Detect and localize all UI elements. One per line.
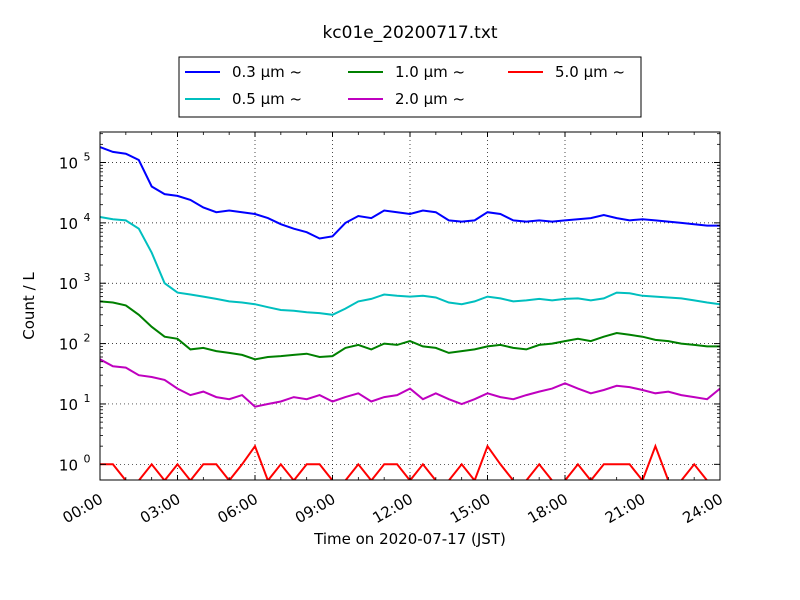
x-tick-label: 15:00 — [447, 490, 493, 527]
y-tick-label: 10 — [59, 215, 78, 233]
series-line — [100, 358, 720, 408]
y-tick-exponent: 4 — [84, 211, 91, 224]
y-axis-label: Count / L — [20, 272, 38, 340]
legend-label: 1.0 μm ~ — [395, 63, 465, 81]
x-tick-label: 09:00 — [292, 490, 338, 527]
legend-box — [178, 56, 642, 118]
x-axis-label: Time on 2020-07-17 (JST) — [313, 530, 506, 548]
y-tick-exponent: 2 — [84, 332, 91, 345]
x-tick-label: 24:00 — [680, 490, 726, 527]
y-tick-exponent: 5 — [84, 150, 91, 163]
y-tick-label: 10 — [59, 456, 78, 474]
series-group — [100, 146, 720, 480]
x-tick-label: 18:00 — [525, 490, 571, 527]
tick-labels: 00:00 03:00 06:00 09:00 12:00 15:00 18:00 21:00… — [59, 150, 726, 527]
legend-label: 2.0 μm ~ — [395, 90, 465, 108]
x-tick-label: 21:00 — [602, 490, 648, 527]
legend: 0.3 μm ~ 0.5 μm ~ 1.0 μm ~ 2.0 μm ~ 5.0 μm ~ — [178, 56, 642, 118]
y-tick-exponent: 0 — [84, 452, 91, 465]
legend-label: 5.0 μm ~ — [555, 63, 625, 81]
y-tick-label: 10 — [59, 275, 78, 293]
y-tick-exponent: 3 — [84, 271, 91, 284]
y-tick-exponent: 1 — [84, 392, 91, 405]
legend-label: 0.5 μm ~ — [232, 90, 302, 108]
series-line — [100, 443, 720, 480]
series-line — [100, 146, 720, 240]
x-tick-label: 03:00 — [137, 490, 183, 527]
series-line — [100, 300, 720, 361]
x-tick-label: 12:00 — [370, 490, 416, 527]
ticks — [99, 132, 721, 480]
x-tick-label: 00:00 — [60, 490, 106, 527]
x-tick-label: 06:00 — [215, 490, 261, 527]
grid — [100, 132, 720, 480]
series-line — [100, 216, 720, 316]
y-tick-label: 10 — [59, 336, 78, 354]
chart-title: kc01e_20200717.txt — [322, 23, 497, 43]
y-tick-label: 10 — [59, 396, 78, 414]
legend-label: 0.3 μm ~ — [232, 63, 302, 81]
y-tick-label: 10 — [59, 154, 78, 172]
